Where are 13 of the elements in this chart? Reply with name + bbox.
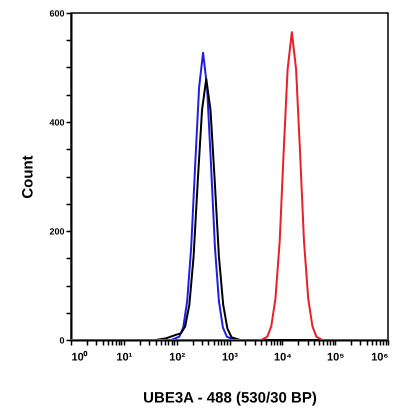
y-tick-label: 0 [59,336,64,346]
x-tick-label: 10⁴ [274,352,292,364]
x-tick-label: 10⁰ [72,350,88,364]
x-tick-label: 10³ [222,352,238,364]
y-tick-label: 200 [49,226,64,236]
y-tick-label: 600 [49,8,64,18]
x-tick-label: 10² [169,352,186,364]
y-axis-title: Count [19,155,36,199]
x-axis-title: UBE3A - 488 (530/30 BP) [143,390,317,406]
x-tick-label: 10⁵ [326,352,344,364]
y-tick-label: 400 [49,118,64,128]
x-tick-label: 10¹ [116,352,133,364]
x-tick-label: 10⁶ [371,352,388,364]
